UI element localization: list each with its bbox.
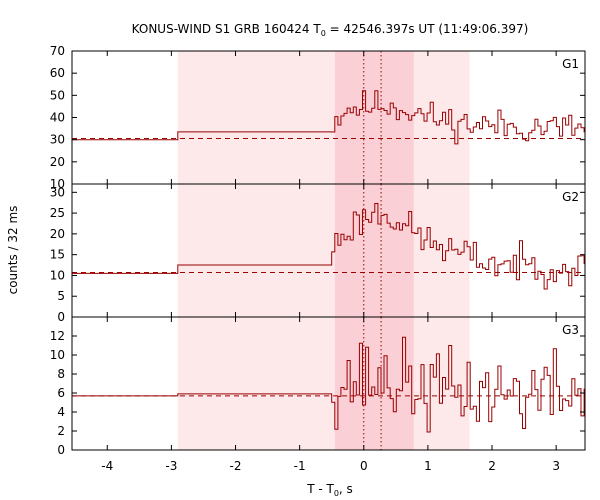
panel-label-g2: G2 (562, 190, 579, 204)
x-tick-label: 3 (552, 459, 560, 473)
x-axis-label-subscript: 0 (334, 489, 339, 498)
x-tick-label: -1 (294, 459, 306, 473)
y-tick-label: 6 (57, 386, 65, 400)
x-tick-label: 0 (360, 459, 368, 473)
y-tick-label: 20 (50, 227, 65, 241)
panel-g3: 0 2 4 6 8 10 12 G3 (50, 316, 586, 457)
y-tick-label: 12 (50, 329, 65, 343)
chart-title-main: KONUS-WIND S1 GRB 160424 T (132, 22, 322, 36)
panel-label-g3: G3 (562, 323, 579, 337)
count-rate-trace (72, 90, 585, 145)
y-tick-label: 5 (57, 289, 65, 303)
y-tick-label: 25 (50, 206, 65, 220)
count-rate-trace (72, 203, 585, 290)
y-tick-label: 15 (50, 248, 65, 262)
x-tick-label: 2 (488, 459, 496, 473)
count-rate-trace (72, 336, 585, 433)
shaded-interval-inner (334, 51, 414, 450)
chart-title-rest: = 42546.397s UT (11:49:06.397) (326, 22, 529, 36)
y-tick-label: 8 (57, 367, 65, 381)
y-axis-label: counts / 32 ms (6, 206, 20, 295)
shaded-interval-outer (177, 51, 470, 450)
y-tick-label: 30 (50, 133, 65, 147)
chart-title-subscript: 0 (321, 29, 326, 38)
panel-g1: 10 20 30 40 50 60 70 G1 (50, 44, 586, 191)
x-axis-label: T - T0, s (306, 482, 353, 498)
y-tick-label: 30 (50, 185, 65, 199)
x-tick-label: -2 (230, 459, 242, 473)
y-tick-label: 10 (50, 177, 65, 191)
y-tick-label: 4 (57, 405, 65, 419)
x-tick-label: 1 (424, 459, 432, 473)
panel-label-g1: G1 (562, 57, 579, 71)
y-tick-label: 40 (50, 111, 65, 125)
x-tick-label: -4 (101, 459, 113, 473)
x-axis-label-main: T - T (306, 482, 334, 496)
panel-frame (71, 316, 586, 451)
y-tick-label: 0 (57, 310, 65, 324)
y-tick-label: 10 (50, 268, 65, 282)
y-tick-label: 10 (50, 348, 65, 362)
y-tick-label: 50 (50, 88, 65, 102)
y-tick-label: 70 (50, 44, 65, 58)
y-tick-label: 2 (57, 424, 65, 438)
y-tick-label: 20 (50, 155, 65, 169)
y-tick-label: 0 (57, 443, 65, 457)
x-axis-label-rest: , s (339, 482, 353, 496)
y-tick-label: 60 (50, 66, 65, 80)
chart-title: KONUS-WIND S1 GRB 160424 T0 = 42546.397s… (132, 22, 529, 38)
x-tick-label: -3 (165, 459, 177, 473)
